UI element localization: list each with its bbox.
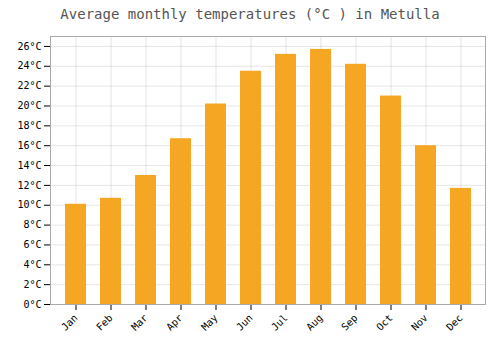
svg-text:18°C: 18°C (17, 120, 41, 131)
svg-text:Nov: Nov (409, 312, 430, 333)
svg-text:Jan: Jan (59, 312, 80, 333)
html-text:Average monthly temperatures (: Average monthly temperatures (°C ) in Me… (60, 6, 440, 22)
svg-text:Jul: Jul (269, 312, 290, 333)
svg-text:Apr: Apr (164, 312, 185, 333)
svg-text:Feb: Feb (94, 312, 115, 333)
svg-text:24°C: 24°C (17, 60, 41, 71)
svg-text:Aug: Aug (304, 312, 325, 333)
svg-text:Mar: Mar (129, 312, 150, 333)
svg-text:10°C: 10°C (17, 199, 41, 210)
svg-text:12°C: 12°C (17, 180, 41, 191)
svg-text:4°C: 4°C (23, 259, 41, 270)
svg-text:20°C: 20°C (17, 100, 41, 111)
svg-text:26°C: 26°C (17, 41, 41, 52)
svg-text:Dec: Dec (444, 312, 465, 333)
svg-text:8°C: 8°C (23, 219, 41, 230)
svg-text:2°C: 2°C (23, 279, 41, 290)
svg-text:Jun: Jun (234, 312, 255, 333)
svg-text:0°C: 0°C (23, 299, 41, 310)
svg-text:6°C: 6°C (23, 239, 41, 250)
svg-text:Oct: Oct (374, 312, 395, 333)
svg-text:16°C: 16°C (17, 140, 41, 151)
svg-text:22°C: 22°C (17, 80, 41, 91)
svg-text:Sep: Sep (339, 312, 360, 333)
svg-text:14°C: 14°C (17, 160, 41, 171)
svg-text:May: May (199, 312, 220, 333)
